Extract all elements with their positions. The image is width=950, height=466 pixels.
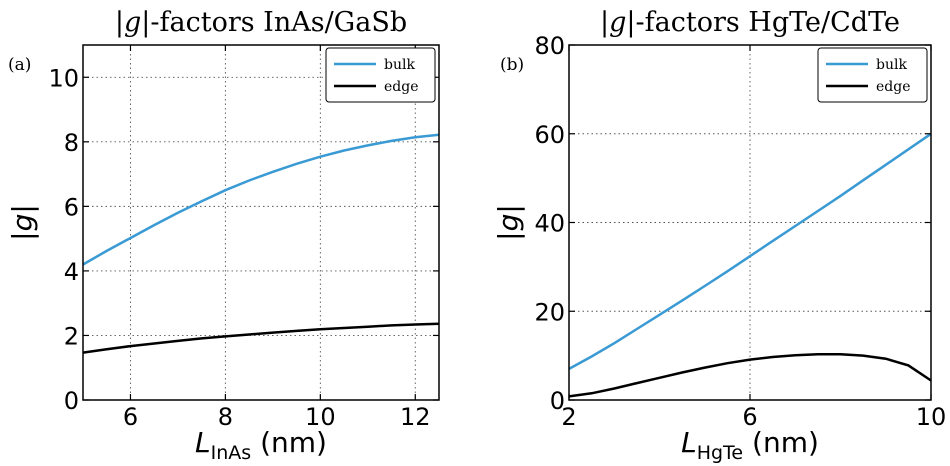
y-axis-label: |g| (6, 204, 39, 241)
legend-label-edge: edge (876, 79, 911, 95)
panel-label: (a) (8, 55, 31, 75)
y-tick-label: 60 (534, 121, 565, 149)
x-tick-label: 8 (218, 403, 233, 431)
x-tick-label: 2 (561, 403, 576, 431)
legend-label-bulk: bulk (384, 57, 415, 73)
series-line-bulk (82, 133, 440, 266)
legend-box (817, 47, 928, 103)
x-axis-label: LInAs (nm) (195, 426, 327, 464)
y-tick-label: 4 (64, 258, 79, 286)
y-tick-label: 40 (534, 210, 565, 238)
x-tick-label: 12 (400, 403, 431, 431)
plot-frame (82, 44, 440, 401)
legend: bulk edge (817, 47, 928, 103)
y-tick-label: 10 (48, 64, 79, 92)
chart-title: |g|-factors HgTe/CdTe (600, 7, 900, 38)
y-tick-label: 20 (534, 298, 565, 326)
y-tick-label: 8 (64, 129, 79, 157)
chart-title: |g|-factors InAs/GaSb (115, 7, 407, 38)
series-line-bulk (568, 132, 932, 370)
y-tick-label: 0 (64, 387, 79, 415)
y-tick-label: 0 (550, 387, 565, 415)
x-tick-label: 10 (916, 403, 947, 431)
x-axis-label: LHgTe (nm) (681, 426, 819, 464)
x-tick-label: 6 (123, 403, 138, 431)
legend: bulk edge (325, 47, 436, 103)
x-tick-label: 6 (742, 403, 757, 431)
legend-label-edge: edge (384, 79, 419, 95)
panel-a: 6 8 10 12 0 2 4 6 8 10 |g|-factors InAs/GaSb (a) LIn… (6, 7, 440, 464)
series-line-edge (568, 353, 932, 398)
x-tick-label: 10 (305, 403, 336, 431)
legend-label-bulk: bulk (876, 57, 907, 73)
panel-label: (b) (500, 55, 524, 75)
series-line-edge (82, 322, 440, 354)
y-tick-label: 2 (64, 322, 79, 350)
y-axis-label: |g| (492, 204, 525, 241)
legend-box (325, 47, 436, 103)
y-tick-label: 6 (64, 193, 79, 221)
y-tick-label: 80 (534, 32, 565, 60)
panel-b: 2 6 10 0 20 40 60 80 |g|-factors HgTe/CdTe (b) LHg… (492, 7, 946, 464)
